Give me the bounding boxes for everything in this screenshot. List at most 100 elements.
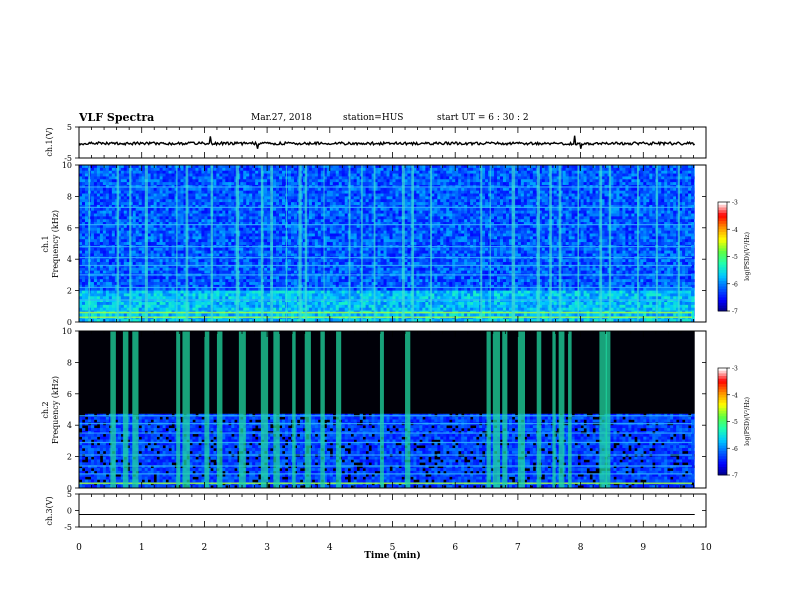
spectrogram-cell [201, 190, 205, 194]
spectrogram-cell [255, 193, 259, 197]
spectrogram-cell [353, 165, 357, 169]
spectrogram-cell [165, 230, 169, 234]
spectrogram-cell [517, 196, 522, 200]
spectrogram-cell [446, 202, 450, 206]
spectrogram-cell [240, 173, 244, 177]
spectrogram-cell [404, 176, 408, 180]
spectrogram-cell [514, 187, 519, 191]
spectrogram-cell [96, 204, 101, 209]
spectrogram-cell [290, 196, 295, 200]
spectrogram-cell [404, 170, 408, 174]
spectrogram-cell [273, 222, 277, 226]
spectrogram-cell [413, 173, 417, 177]
spectrogram-cell [502, 182, 507, 186]
spectrogram-cell [323, 170, 328, 174]
spectrogram-cell [455, 222, 459, 226]
spectrogram-cell [174, 170, 178, 174]
spectrogram-cell [368, 190, 372, 194]
spectrogram-cell [252, 190, 256, 194]
spectrogram-cell [225, 196, 229, 200]
spectrogram-cell [422, 204, 426, 209]
spectrogram-cell [610, 204, 614, 209]
spectrogram-cell [380, 176, 384, 180]
spectrogram-cell [308, 219, 313, 223]
spectrogram-cell [180, 170, 184, 174]
spectrogram-cell [505, 199, 510, 203]
spectrogram-cell [371, 213, 375, 217]
spectrogram-cell [574, 167, 578, 171]
spectrogram-cell [580, 224, 584, 229]
spectrogram-cell [565, 222, 569, 226]
spectrogram-cell [279, 173, 283, 177]
spectrogram-cell [568, 167, 572, 171]
spectrogram-cell [171, 204, 175, 209]
spectrogram-cell [467, 173, 471, 177]
spectrogram-cell [592, 224, 596, 229]
spectrogram-cell [485, 224, 489, 229]
spectrogram-cell [102, 230, 107, 234]
spectrogram-cell [482, 202, 486, 206]
spectrogram-cell [679, 193, 683, 197]
spectrogram-cell [81, 179, 86, 183]
spectrogram-cell [440, 182, 444, 186]
spectrogram-cell [413, 210, 417, 214]
spectrogram-cell [604, 204, 608, 209]
spectrogram-cell [240, 210, 244, 214]
spectrogram-cell [392, 224, 396, 229]
spectrogram-cell [240, 224, 244, 229]
spectrogram-cell [99, 167, 104, 171]
spectrogram-cell [117, 207, 122, 211]
spectrogram-cell [314, 216, 319, 220]
spectrogram-cell [222, 196, 226, 200]
spectrogram-cell [79, 204, 83, 209]
spectrogram-cell [117, 230, 122, 234]
spectrogram-cell [246, 204, 250, 209]
spectrogram-cell [258, 196, 262, 200]
spectrogram-cell [165, 204, 169, 209]
spectrogram-cell [685, 179, 689, 183]
spectrogram-cell [165, 193, 169, 197]
spectrogram-cell [637, 193, 641, 197]
spectrogram-cell [520, 167, 525, 171]
spectrogram-cell [667, 193, 671, 197]
spectrogram-cell [437, 210, 441, 214]
spectrogram-cell [452, 224, 456, 229]
spectrogram-cell [595, 182, 599, 186]
spectrogram-cell [180, 227, 184, 231]
spectrogram-cell [499, 176, 504, 180]
spectrogram-cell [171, 216, 175, 220]
spectrogram-cell [386, 204, 390, 209]
spectrogram-cell [117, 216, 122, 220]
spectrogram-cell [529, 204, 534, 209]
spectrogram-cell [138, 193, 142, 197]
spectrogram-cell [502, 170, 507, 174]
spectrogram-cell [165, 224, 169, 229]
spectrogram-cell [377, 210, 381, 214]
spectrogram-cell [425, 196, 429, 200]
spectrogram-cell [288, 204, 292, 209]
spectrogram-cell [350, 170, 354, 174]
spectrogram-cell [619, 219, 623, 223]
spectrogram-cell [371, 210, 375, 214]
spectrogram-cell [79, 193, 83, 197]
spectrogram-cell [586, 167, 590, 171]
spectrogram-cell [449, 170, 453, 174]
spectrogram-cell [243, 222, 247, 226]
spectrogram-cell [279, 210, 283, 214]
spectrogram-cell [138, 187, 142, 191]
spectrogram-cell [219, 173, 223, 177]
spectrogram-cell [508, 210, 513, 214]
spectrogram-cell [365, 167, 369, 171]
spectrogram-cell [407, 170, 411, 174]
spectrogram-cell [335, 213, 340, 217]
spectrogram-cell [96, 210, 101, 214]
spectrogram-cell [356, 219, 360, 223]
spectrogram-cell [255, 182, 259, 186]
spectrogram-cell [437, 202, 441, 206]
spectrogram-cell [386, 179, 390, 183]
spectrogram-cell [589, 170, 593, 174]
spectrogram-cell [255, 216, 259, 220]
spectrogram-cell [201, 199, 205, 203]
spectrogram-cell [108, 170, 113, 174]
spectrogram-cell [198, 204, 202, 209]
